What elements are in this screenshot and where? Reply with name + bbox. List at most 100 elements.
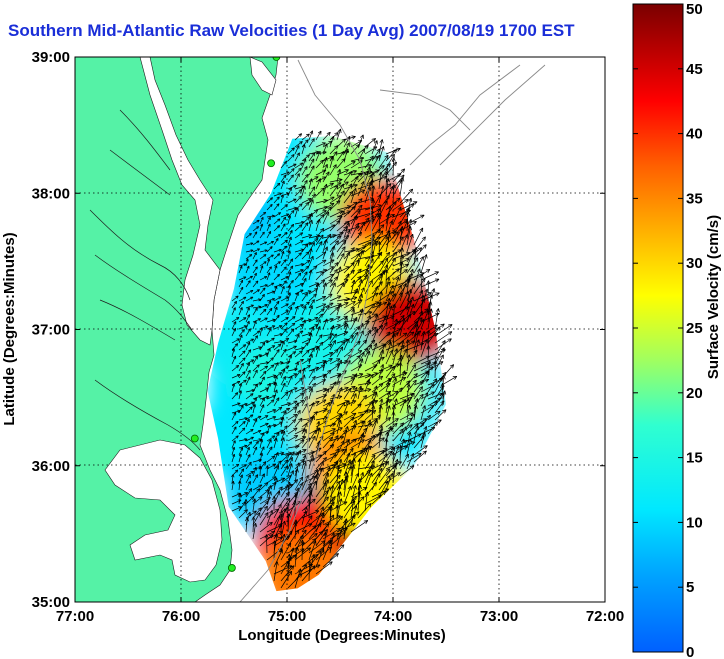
velocity-vector (357, 339, 368, 351)
velocity-vector (315, 259, 327, 267)
velocity-vector (266, 348, 271, 358)
velocity-vector (392, 284, 402, 302)
velocity-vector (357, 330, 364, 344)
velocity-vector (287, 215, 292, 225)
velocity-vector (378, 154, 389, 169)
velocity-vector (329, 282, 336, 295)
velocity-vector (266, 290, 275, 295)
velocity-vector (252, 298, 262, 302)
velocity-vector (322, 171, 330, 183)
velocity-vector (287, 174, 294, 183)
velocity-vector (434, 347, 445, 365)
velocity-vector (294, 195, 303, 204)
velocity-vector (336, 226, 348, 239)
velocity-vector (294, 282, 304, 288)
velocity-vector (329, 156, 335, 169)
velocity-vector (322, 279, 333, 288)
velocity-vector (420, 310, 429, 330)
velocity-vector (336, 210, 345, 225)
velocity-vector (406, 233, 414, 253)
velocity-vector (266, 258, 271, 267)
velocity-vector (294, 252, 302, 260)
velocity-vector (385, 349, 393, 365)
velocity-vector (245, 349, 252, 358)
velocity-vector (308, 152, 316, 162)
velocity-vector (252, 335, 258, 344)
velocity-vector (378, 230, 391, 246)
velocity-vector (350, 288, 359, 302)
velocity-vector (392, 348, 399, 365)
velocity-vector (413, 268, 421, 288)
velocity-vector (259, 376, 265, 386)
velocity-vector (245, 280, 251, 288)
velocity-vector (294, 289, 304, 295)
velocity-vector (378, 291, 384, 309)
velocity-vector (329, 182, 342, 190)
velocity-vector (280, 239, 288, 246)
velocity-vector (392, 377, 398, 393)
velocity-vector (329, 220, 341, 232)
velocity-vector (329, 185, 339, 197)
velocity-vector (315, 296, 327, 302)
velocity-vector (259, 395, 270, 400)
x-tick-label: 74:00 (374, 608, 412, 625)
station-marker (267, 159, 276, 168)
velocity-vector (231, 317, 240, 323)
velocity-vector (371, 385, 378, 400)
velocity-vector (301, 277, 307, 288)
velocity-vector (301, 139, 309, 148)
velocity-vector (315, 187, 325, 197)
velocity-vector (371, 154, 381, 169)
velocity-vector (273, 238, 279, 246)
velocity-vector (287, 147, 295, 155)
velocity-vector (259, 249, 268, 253)
velocity-vector (420, 339, 429, 358)
velocity-vector (329, 245, 336, 260)
velocity-vector (259, 308, 267, 316)
velocity-vector (287, 230, 293, 239)
velocity-vector (322, 211, 330, 225)
velocity-vector (322, 156, 328, 169)
y-tick-label: 35:00 (32, 594, 70, 611)
velocity-vector (273, 382, 278, 393)
velocity-vector (329, 364, 340, 372)
velocity-vector (399, 283, 407, 302)
velocity-vector (301, 301, 310, 309)
velocity-vector (273, 372, 283, 379)
velocity-vector (231, 392, 239, 400)
velocity-vector (266, 240, 274, 246)
velocity-vector (294, 162, 304, 169)
x-tick-label: 76:00 (162, 608, 200, 625)
velocity-vector (329, 252, 335, 267)
velocity-vector (273, 196, 280, 204)
velocity-vector (350, 275, 362, 288)
velocity-vector (385, 341, 392, 358)
velocity-vector (336, 253, 345, 267)
velocity-vector (392, 168, 405, 183)
velocity-vector (350, 308, 356, 323)
velocity-vector (434, 331, 453, 344)
velocity-vector (336, 246, 346, 260)
velocity-vector (329, 262, 339, 274)
velocity-vector (280, 161, 287, 169)
velocity-vector (364, 378, 371, 393)
velocity-vector (322, 239, 328, 253)
velocity-vector (336, 387, 343, 400)
velocity-vector (273, 265, 278, 274)
velocity-vector (273, 218, 281, 225)
velocity-vector (371, 314, 379, 330)
velocity-vector (357, 352, 365, 365)
velocity-vector (357, 163, 373, 169)
velocity-vector (413, 244, 427, 260)
velocity-vector (287, 206, 297, 211)
velocity-vector (371, 148, 381, 162)
velocity-vector (287, 154, 295, 162)
x-tick-label: 73:00 (480, 608, 518, 625)
velocity-vector (420, 278, 440, 288)
velocity-vector (322, 369, 332, 379)
velocity-vector (322, 246, 329, 260)
velocity-vector (315, 241, 323, 253)
velocity-vector (231, 343, 239, 351)
velocity-vector (371, 260, 384, 274)
velocity-vector (287, 265, 294, 274)
